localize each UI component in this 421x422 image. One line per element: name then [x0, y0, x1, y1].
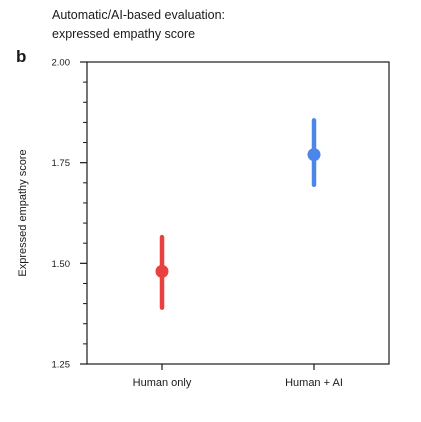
- y-tick-label: 1.75: [52, 158, 71, 169]
- series-human-ai: [308, 120, 321, 184]
- y-tick-label: 2.00: [52, 58, 71, 69]
- x-tick-label: Human + AI: [285, 377, 343, 389]
- plot-frame: [87, 62, 389, 364]
- series-human-only: [156, 237, 169, 307]
- x-axis: Human only Human + AI: [133, 364, 343, 389]
- y-tick-label: 1.25: [52, 360, 71, 371]
- y-tick-label: 1.50: [52, 259, 71, 270]
- series-layer: [156, 120, 321, 307]
- y-axis: 1.25 1.50 1.75 2.00: [52, 58, 88, 371]
- mean-point: [156, 265, 169, 278]
- mean-point: [308, 148, 321, 161]
- x-tick-label: Human only: [133, 377, 192, 389]
- y-axis-label: Expressed empathy score: [17, 149, 29, 276]
